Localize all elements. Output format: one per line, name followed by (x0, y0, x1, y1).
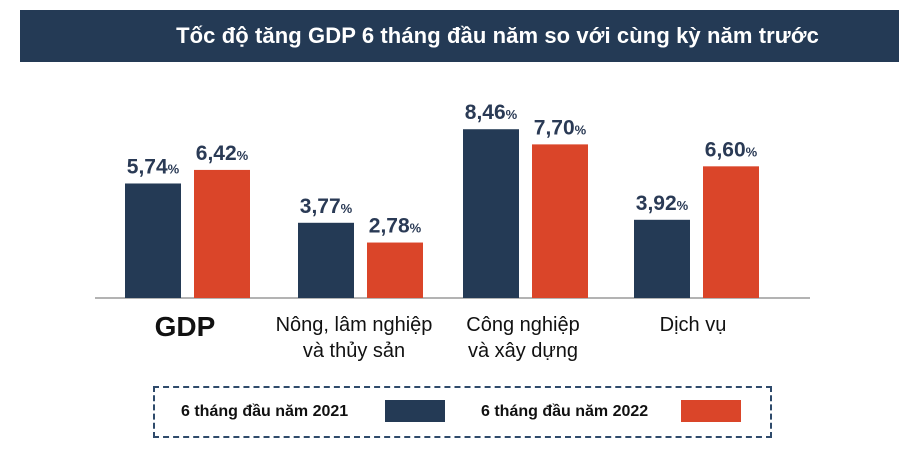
data-label-2022-3: 6,60% (705, 138, 758, 161)
data-label-2022-1: 2,78% (369, 215, 422, 238)
data-label-2021-0: 5,74% (127, 155, 180, 178)
data-label-2021-2: 8,46% (465, 101, 518, 124)
bar-2021-0 (125, 183, 181, 298)
legend-swatch-2021 (385, 400, 445, 422)
category-label-services: Dịch vụ (659, 314, 727, 336)
legend: 6 tháng đầu năm 2021 6 tháng đầu năm 202… (153, 386, 772, 438)
data-label-2022-0: 6,42% (196, 142, 249, 165)
legend-label-2022: 6 tháng đầu năm 2022 (481, 403, 649, 420)
category-label-industry: Công nghiệp và xây dựng (466, 314, 580, 362)
chart-title: Tốc độ tăng GDP 6 tháng đầu năm so với c… (176, 23, 819, 48)
bar-2021-2 (463, 129, 519, 298)
bar-2021-1 (298, 222, 354, 298)
bar-2022-3 (703, 166, 759, 298)
data-label-2021-1: 3,77% (300, 195, 353, 218)
bar-2022-2 (532, 144, 588, 298)
bar-2022-1 (367, 242, 423, 298)
bar-2021-3 (634, 219, 690, 298)
category-label-gdp: GDP (154, 311, 216, 342)
data-label-2022-2: 7,70% (534, 116, 587, 139)
category-label-agriculture: Nông, lâm nghiệp và thủy sản (275, 314, 433, 362)
data-label-2021-3: 3,92% (636, 192, 689, 215)
bar-2022-0 (194, 169, 250, 298)
legend-label-2021: 6 tháng đầu năm 2021 (181, 403, 349, 420)
chart-title-bar: Tốc độ tăng GDP 6 tháng đầu năm so với c… (20, 10, 899, 62)
legend-swatch-2022 (681, 400, 741, 422)
